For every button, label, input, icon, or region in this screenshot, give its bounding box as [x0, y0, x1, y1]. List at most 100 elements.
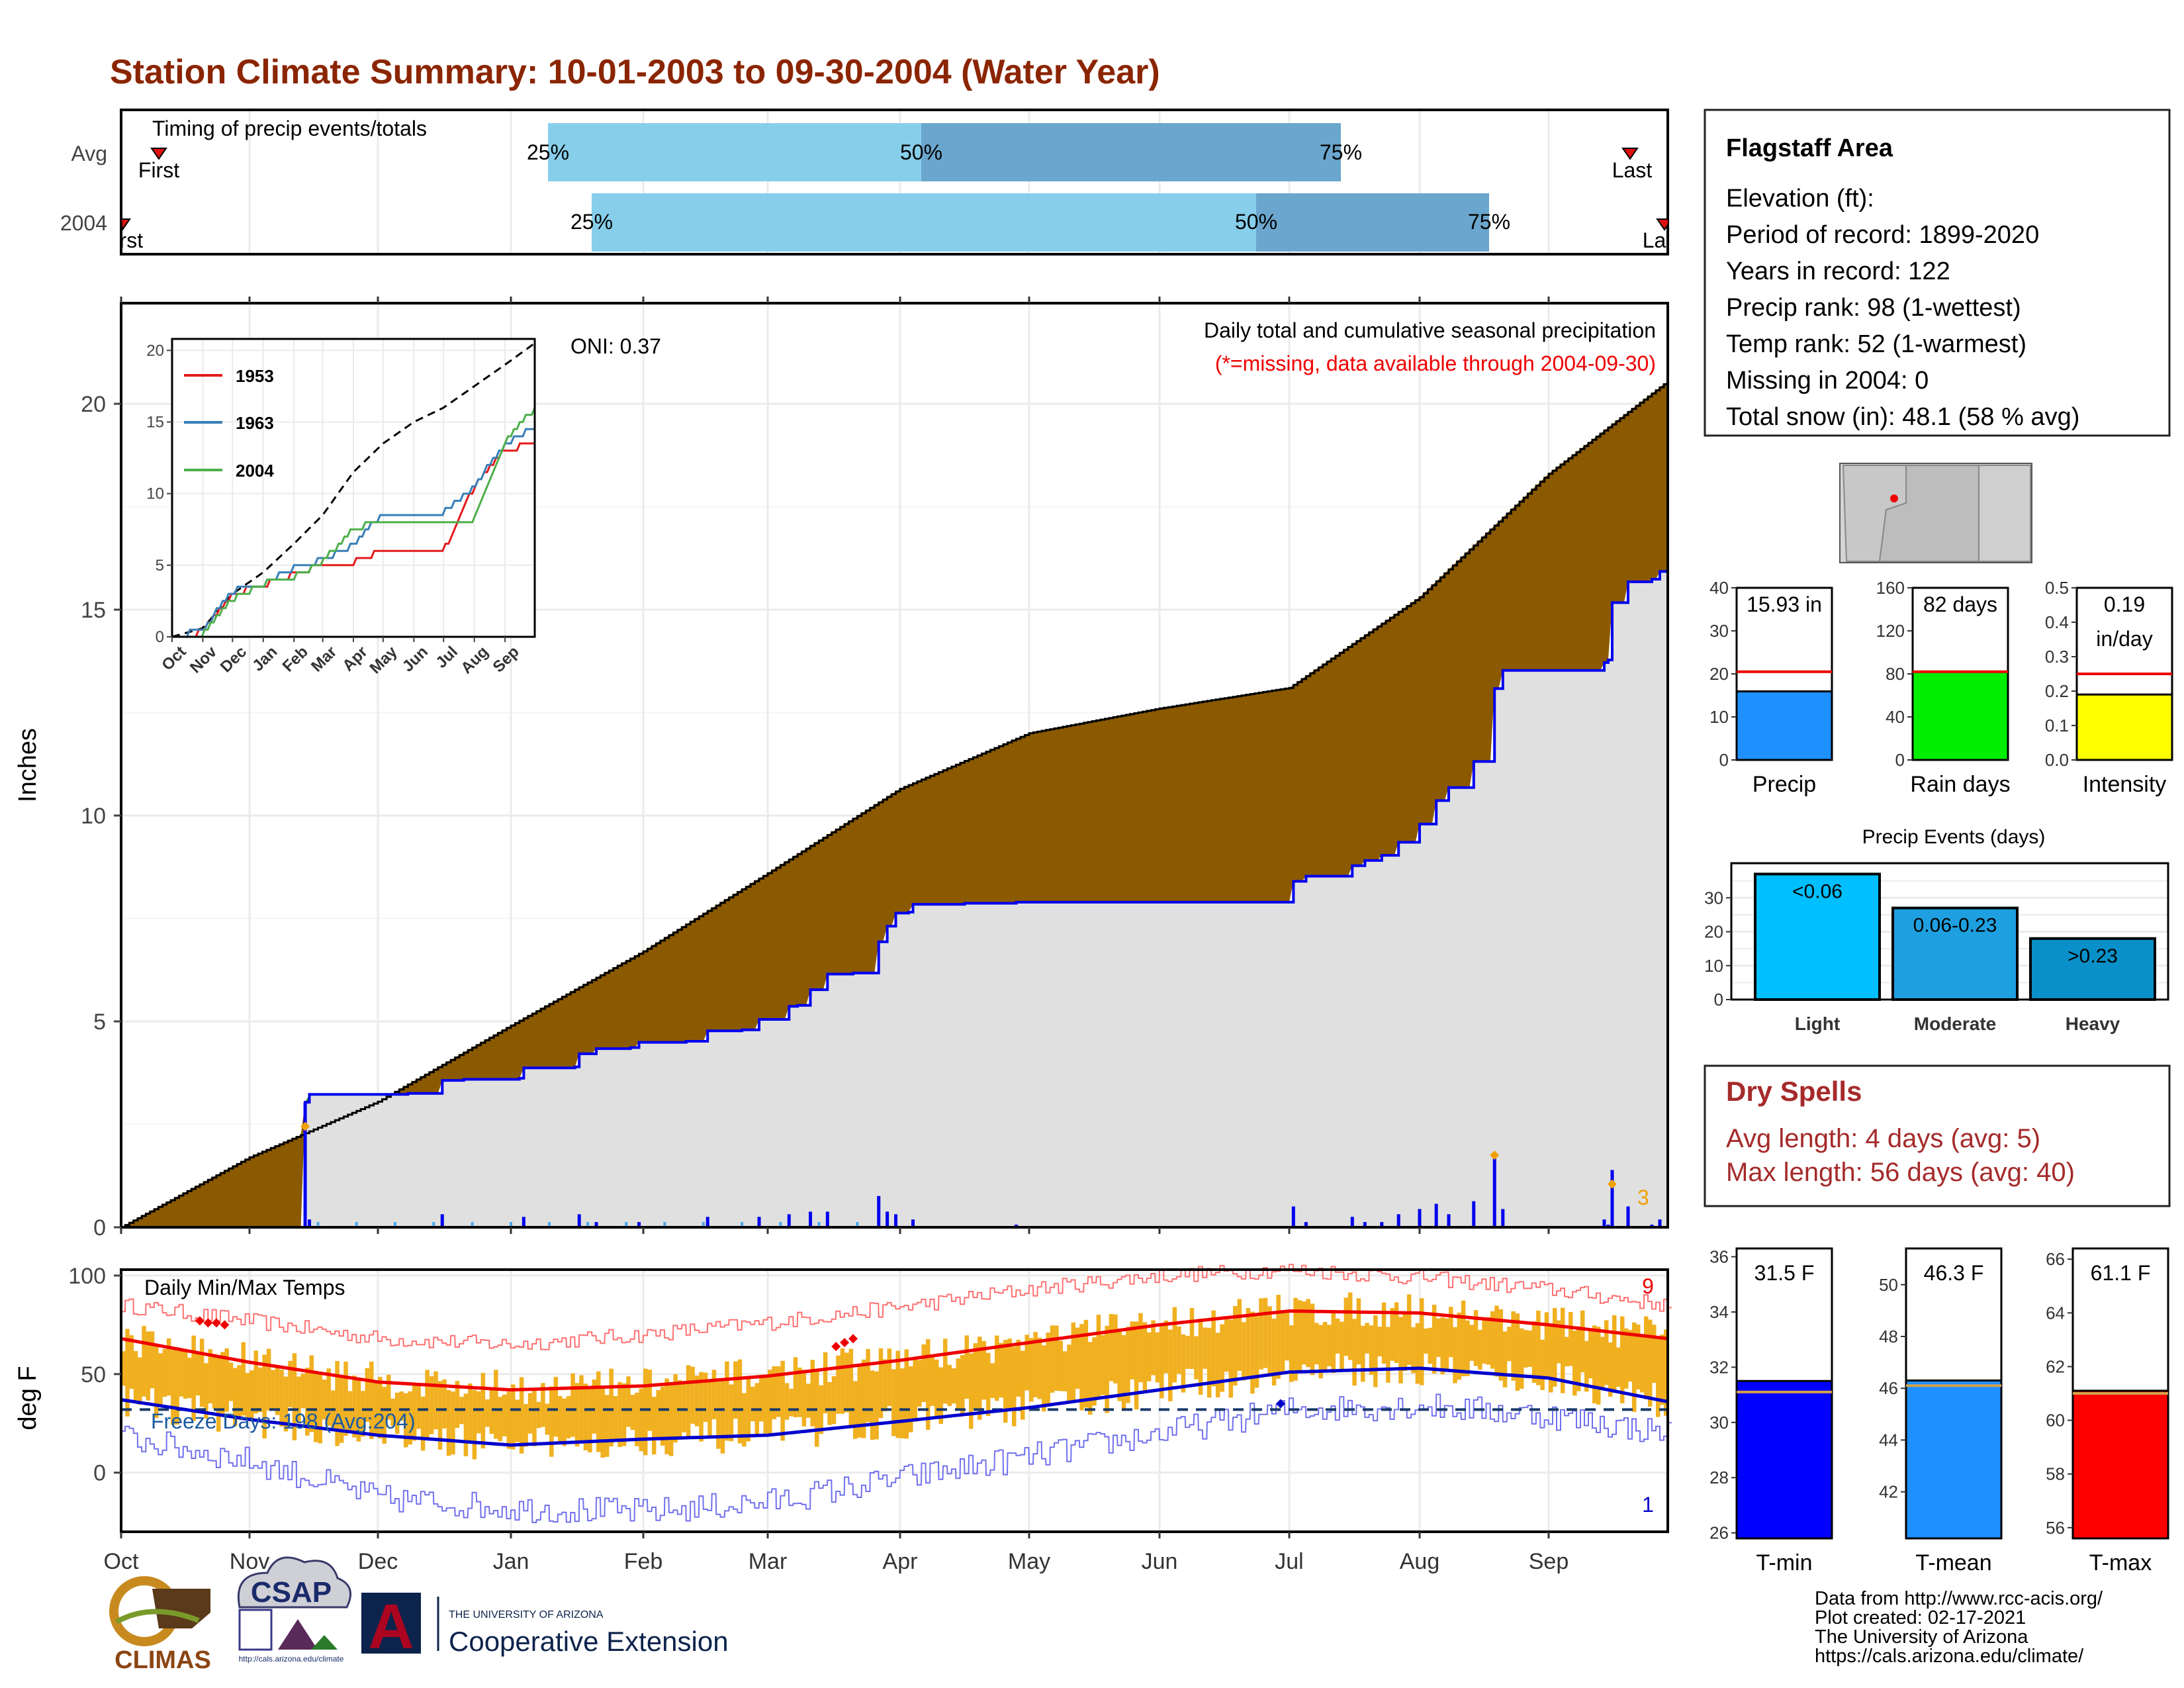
daily-temp-bar	[527, 1393, 533, 1434]
daily-temp-bar	[1003, 1340, 1008, 1423]
daily-temp-bar	[694, 1376, 700, 1427]
daily-temp-bar	[784, 1383, 790, 1420]
daily-temp-bar	[1024, 1335, 1029, 1391]
daily-temp-bar	[442, 1379, 447, 1429]
daily-precip-bar	[1492, 1154, 1496, 1227]
daily-temp-bar	[386, 1374, 391, 1420]
inset-series-line-1963	[172, 428, 535, 638]
daily-temp-bar	[562, 1398, 567, 1446]
temp-summary-ytick-label: 42	[1879, 1482, 1898, 1502]
daily-precip-bar	[1610, 1170, 1614, 1227]
events-category-label: Light	[1795, 1013, 1840, 1034]
temp-y-axis: 0 50 100	[68, 1264, 121, 1486]
daily-temp-bar	[1203, 1327, 1207, 1369]
daily-temp-bar	[1347, 1292, 1353, 1360]
daily-temp-bar	[1648, 1319, 1653, 1407]
precip-ytick-label: 10	[81, 804, 106, 829]
csap-logo: CSAP http://cals.arizona.edu/climate	[237, 1556, 352, 1664]
daily-temp-bar	[1511, 1311, 1516, 1381]
daily-temp-bar	[588, 1388, 592, 1453]
record-high-marker	[211, 1318, 221, 1328]
timing-panel-border	[120, 109, 1669, 256]
info-line-precip-rank: Precip rank: 98 (1-wettest)	[1726, 294, 2021, 322]
daily-temp-bar	[1211, 1310, 1216, 1387]
daily-temp-bar	[943, 1338, 948, 1404]
daily-temp-bar	[158, 1353, 163, 1407]
daily-temp-bar	[1457, 1312, 1462, 1380]
daily-temp-bar	[1660, 1335, 1664, 1405]
daily-precip-bar-light	[856, 1222, 859, 1227]
y2004-last-label: Last	[1643, 228, 1683, 252]
events-ytick-label: 20	[1704, 922, 1723, 942]
daily-temp-bar	[1271, 1319, 1277, 1385]
daily-precip-bar	[1501, 1209, 1505, 1227]
daily-temp-bar	[668, 1382, 674, 1456]
daily-temp-bar	[1340, 1321, 1344, 1372]
daily-temp-bar	[378, 1376, 383, 1438]
daily-precip-bar-light	[779, 1222, 782, 1227]
daily-temp-bar	[138, 1357, 142, 1405]
daily-temp-bar	[1531, 1321, 1537, 1383]
daily-temp-bar	[1246, 1307, 1251, 1378]
daily-temp-bar	[1079, 1324, 1084, 1411]
daily-temp-bar	[1444, 1318, 1449, 1372]
daily-temp-bar	[1428, 1327, 1433, 1364]
footer-line-url: https://cals.arizona.edu/climate/	[1815, 1646, 2084, 1667]
daily-temp-bar	[810, 1360, 815, 1427]
temp-summary-bar	[1735, 1380, 1833, 1540]
timing-2004-bar-dark	[1256, 193, 1489, 252]
record-high-marker	[195, 1316, 205, 1326]
daily-temp-bar	[1569, 1311, 1573, 1366]
daily-temp-bar	[183, 1351, 188, 1399]
daily-temp-bar	[742, 1393, 747, 1447]
daily-temp-bar	[399, 1391, 404, 1421]
daily-temp-bar	[1390, 1307, 1395, 1361]
precip-record-markers	[300, 1121, 1617, 1189]
daily-temp-bar	[1624, 1328, 1629, 1389]
daily-temp-bar	[1616, 1347, 1621, 1387]
daily-temp-bar	[759, 1378, 764, 1422]
daily-temp-bar	[947, 1364, 952, 1407]
daily-temp-bar	[707, 1379, 712, 1438]
daily-temp-bar	[204, 1363, 208, 1419]
daily-temp-bar	[904, 1349, 909, 1439]
daily-temp-bar	[1473, 1310, 1479, 1366]
daily-temp-bar	[733, 1361, 738, 1419]
precip-observed-fill	[121, 571, 1668, 1227]
inset-y-axis: 0 5 10 15 20	[146, 342, 172, 646]
daily-temp-bar	[990, 1363, 995, 1398]
daily-temp-bar	[1377, 1327, 1382, 1356]
daily-temp-bar	[635, 1392, 639, 1446]
daily-temp-bar	[827, 1382, 832, 1425]
daily-temp-bar	[266, 1348, 271, 1411]
temp-record-markers	[195, 1316, 1285, 1409]
temp-summary-value-label: 61.1 F	[2091, 1261, 2151, 1285]
daily-temp-bar	[1515, 1313, 1520, 1391]
daily-temp-bar	[1486, 1317, 1491, 1365]
daily-temp-bar	[1432, 1304, 1437, 1374]
daily-temp-bar	[1356, 1298, 1361, 1365]
daily-temp-bar	[339, 1376, 344, 1443]
daily-temp-bar	[1105, 1325, 1109, 1413]
daily-temp-bar	[776, 1366, 781, 1417]
temp-summary-ytick-label: 50	[1879, 1275, 1898, 1295]
daily-temp-bar	[1151, 1320, 1156, 1376]
inset-series-line-2004	[172, 407, 536, 638]
inset-lines	[171, 342, 536, 638]
y2004-first-marker-visible	[120, 218, 131, 232]
daily-temp-bar	[952, 1368, 956, 1404]
locator-map	[1839, 463, 2032, 563]
daily-temp-bar	[1664, 1329, 1668, 1416]
precip-ytick-label: 15	[81, 598, 106, 623]
daily-precip-bar-light	[625, 1222, 628, 1227]
mini-bar-value	[1911, 671, 2009, 761]
daily-temp-bar	[1352, 1319, 1357, 1386]
daily-temp-bar	[1185, 1335, 1190, 1369]
mini-bar-value	[1735, 690, 1833, 761]
daily-temp-bar	[1644, 1316, 1649, 1399]
mini-bar-category-label: Precip	[1752, 772, 1816, 797]
avg-p50-label: 50%	[900, 140, 942, 164]
daily-temp-bar	[1557, 1320, 1561, 1364]
daily-temp-bar	[660, 1386, 665, 1446]
